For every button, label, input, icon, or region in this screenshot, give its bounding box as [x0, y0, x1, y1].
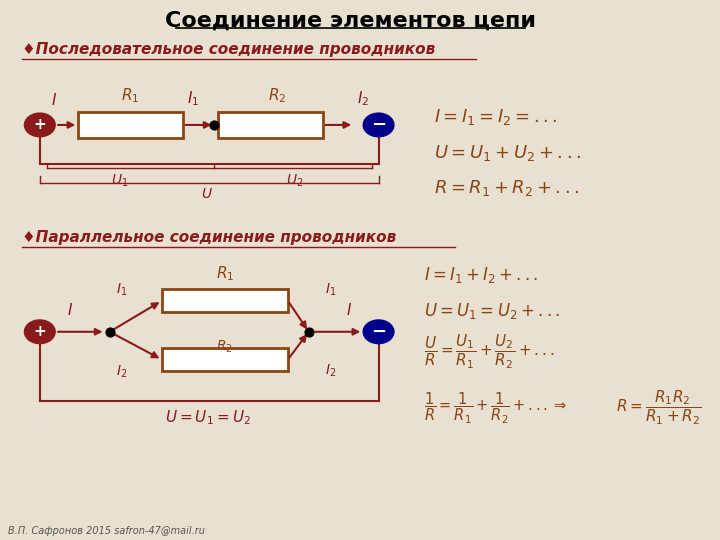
- Text: $R = R_1 + R_2 + ...$: $R = R_1 + R_2 + ...$: [434, 178, 580, 198]
- Text: $I_1$: $I_1$: [116, 282, 127, 299]
- Text: $U = U_1 = U_2 + ...$: $U = U_1 = U_2 + ...$: [424, 301, 560, 321]
- Text: В.П. Сафронов 2015 safron-47@mail.ru: В.П. Сафронов 2015 safron-47@mail.ru: [9, 525, 205, 536]
- Text: $I$: $I$: [50, 92, 57, 108]
- FancyBboxPatch shape: [78, 112, 183, 138]
- FancyBboxPatch shape: [218, 112, 323, 138]
- Text: $I_2$: $I_2$: [357, 89, 369, 108]
- Text: $I_1$: $I_1$: [187, 89, 199, 108]
- Text: $I$: $I$: [67, 302, 73, 319]
- Text: −: −: [371, 116, 386, 134]
- Text: $U_2$: $U_2$: [286, 172, 303, 188]
- Text: $R = \dfrac{R_1 R_2}{R_1 + R_2}$: $R = \dfrac{R_1 R_2}{R_1 + R_2}$: [616, 389, 702, 427]
- Circle shape: [363, 320, 394, 343]
- Text: $I_1$: $I_1$: [325, 282, 337, 299]
- Text: $I_2$: $I_2$: [325, 363, 337, 379]
- Text: $U_1$: $U_1$: [112, 172, 129, 188]
- Text: $I$: $I$: [346, 302, 352, 319]
- Text: ♦Последовательное соединение проводников: ♦Последовательное соединение проводников: [22, 42, 436, 57]
- Text: $R_2$: $R_2$: [217, 339, 233, 355]
- Text: $\dfrac{1}{R} = \dfrac{1}{R_1} + \dfrac{1}{R_2} + ... \Rightarrow$: $\dfrac{1}{R} = \dfrac{1}{R_1} + \dfrac{…: [424, 390, 567, 426]
- Text: $I_2$: $I_2$: [116, 364, 127, 380]
- Circle shape: [24, 320, 55, 343]
- Circle shape: [363, 113, 394, 137]
- Text: $I = I_1 + I_2 + ...$: $I = I_1 + I_2 + ...$: [424, 265, 539, 285]
- Text: $I = I_1 = I_2 = ...$: $I = I_1 = I_2 = ...$: [434, 107, 558, 127]
- Text: Соединение элементов цепи: Соединение элементов цепи: [165, 10, 536, 30]
- Point: [104, 327, 115, 336]
- FancyBboxPatch shape: [162, 289, 288, 312]
- Text: $U = U_1 = U_2$: $U = U_1 = U_2$: [164, 408, 251, 427]
- Text: $R_1$: $R_1$: [122, 86, 140, 105]
- Text: ♦Параллельное соединение проводников: ♦Параллельное соединение проводников: [22, 230, 397, 245]
- Text: $\dfrac{U}{R} = \dfrac{U_1}{R_1} + \dfrac{U_2}{R_2} + ...$: $\dfrac{U}{R} = \dfrac{U_1}{R_1} + \dfra…: [424, 333, 554, 372]
- FancyBboxPatch shape: [162, 348, 288, 371]
- Text: $R_1$: $R_1$: [216, 265, 234, 284]
- Point: [209, 120, 220, 129]
- Circle shape: [24, 113, 55, 137]
- Text: $U = U_1 + U_2 + ...$: $U = U_1 + U_2 + ...$: [434, 143, 582, 163]
- Text: −: −: [371, 323, 386, 341]
- Text: +: +: [33, 325, 46, 339]
- Point: [303, 327, 315, 336]
- Text: +: +: [33, 118, 46, 132]
- Text: $U$: $U$: [202, 187, 213, 201]
- Text: $R_2$: $R_2$: [268, 86, 287, 105]
